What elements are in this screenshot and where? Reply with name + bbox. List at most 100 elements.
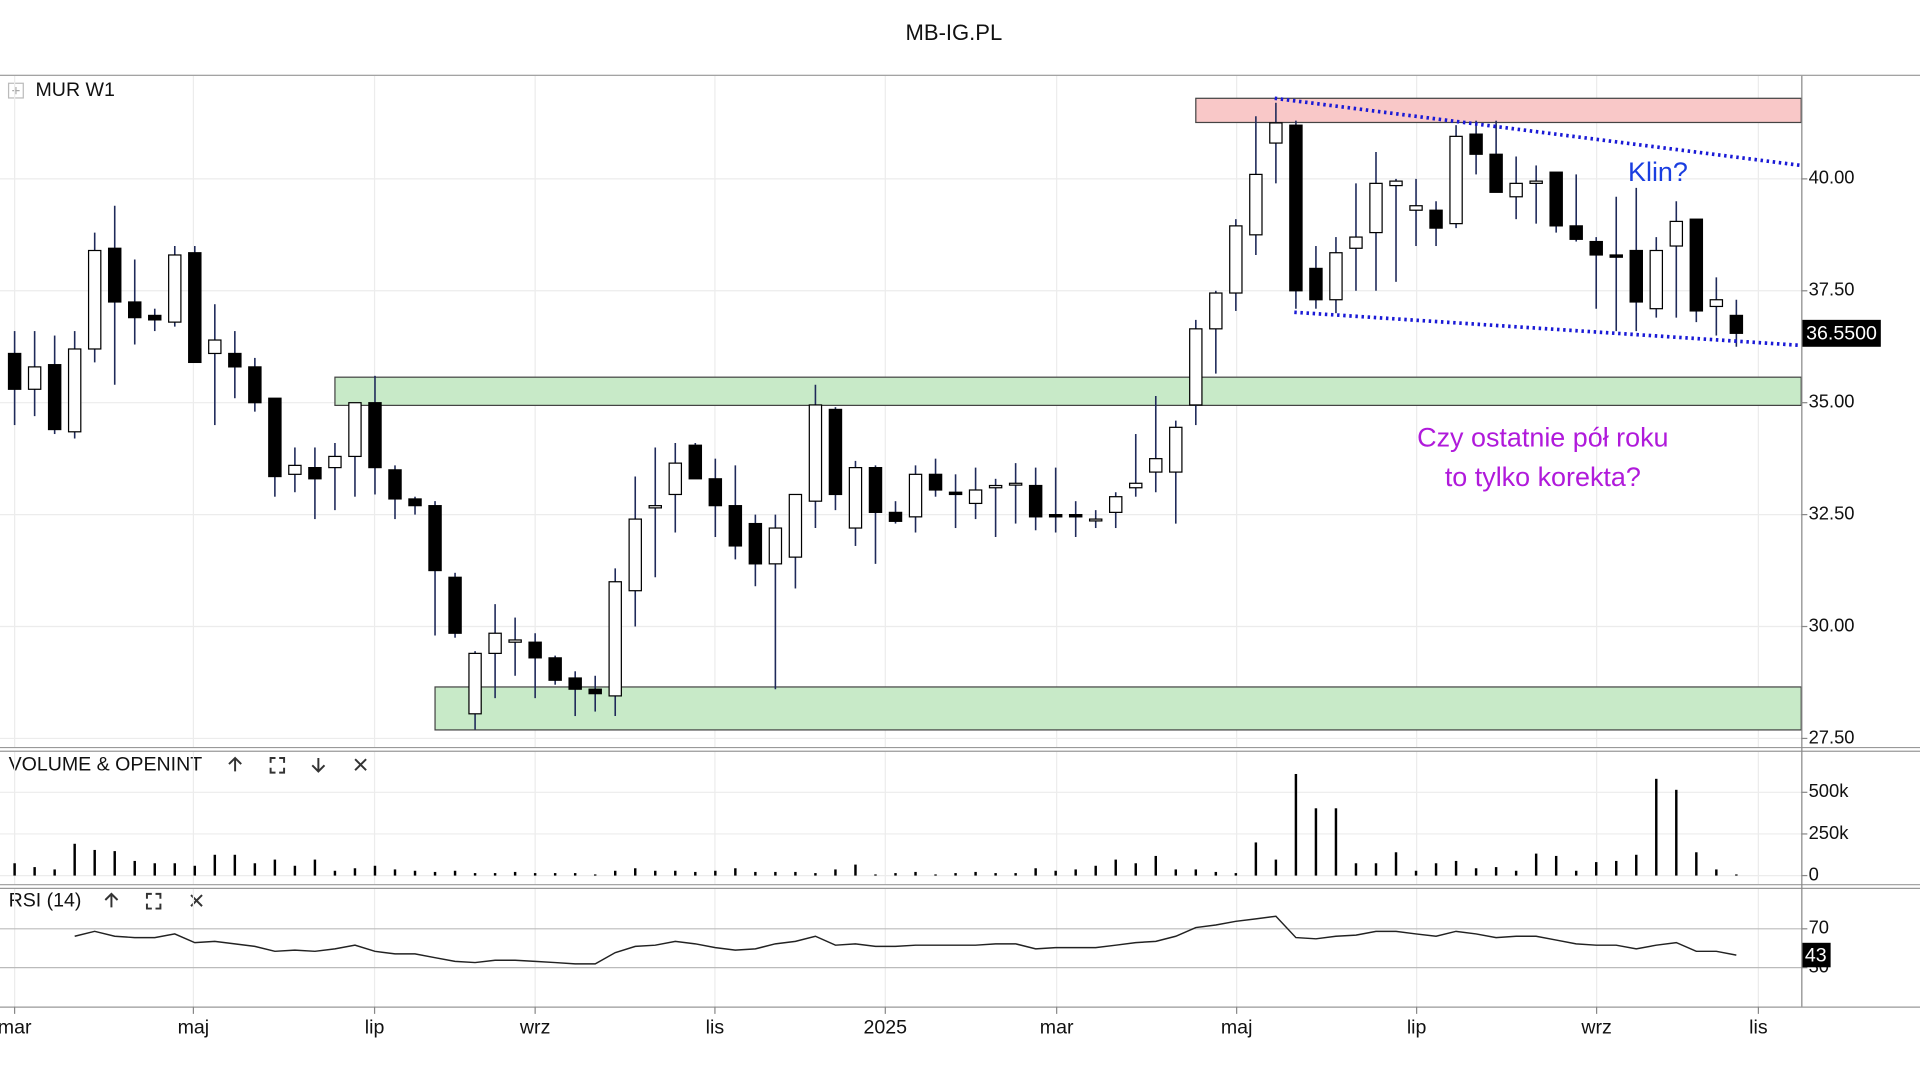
candle-body <box>668 462 683 496</box>
volume-bar <box>593 874 597 876</box>
candle-body <box>1429 209 1443 229</box>
candle-body <box>208 339 222 355</box>
candle-body <box>1469 133 1483 155</box>
annotation: to tylko korekta? <box>1445 462 1641 492</box>
rsi-last-label: 43 <box>1805 944 1827 966</box>
volume-bar <box>1454 860 1458 876</box>
volume-bar <box>273 859 277 876</box>
volume-title: VOLUME & OPENINT <box>9 753 203 775</box>
volume-bar <box>473 873 477 876</box>
volume-bar <box>1054 870 1057 876</box>
y-tick-label: 37.50 <box>1809 279 1855 300</box>
y-tick-label: 250k <box>1809 822 1850 843</box>
grid <box>0 75 1802 1007</box>
expand-icon[interactable] <box>7 82 24 99</box>
candle-body <box>1549 171 1563 227</box>
volume-bar <box>1254 842 1258 876</box>
candle-body <box>288 464 302 475</box>
volume-bar <box>1534 853 1538 876</box>
close-icon[interactable] <box>190 894 203 907</box>
candle-body <box>1529 180 1543 184</box>
maximize-icon[interactable] <box>145 892 162 910</box>
volume-bar <box>1014 873 1017 876</box>
volume-bar <box>1735 874 1738 876</box>
candle-body <box>1349 236 1363 249</box>
candle-body <box>828 408 843 496</box>
symbol-label: MUR W1 <box>36 79 115 101</box>
candle-body <box>748 522 763 565</box>
volume-bar <box>1114 859 1117 876</box>
candle-body <box>928 473 943 491</box>
candle-body <box>248 366 262 404</box>
volume-bar <box>1234 873 1238 876</box>
candle-body <box>848 466 863 529</box>
candle-body <box>168 254 182 323</box>
y-tick-label: 32.50 <box>1809 502 1855 523</box>
candle-body <box>1689 218 1704 312</box>
maximize-icon[interactable] <box>269 756 286 774</box>
volume-bar <box>734 868 737 876</box>
volume-bar <box>1474 868 1478 876</box>
volume-bar <box>1274 859 1278 876</box>
volume-bar <box>1094 865 1097 876</box>
candle-body <box>1209 292 1223 330</box>
candle-body <box>1008 482 1023 486</box>
volume-bar <box>914 871 917 876</box>
volume-bar <box>353 868 357 876</box>
candle-body <box>1369 182 1383 234</box>
candle-body <box>408 498 422 507</box>
candle-body <box>468 652 482 715</box>
move-down-icon[interactable] <box>311 757 326 773</box>
rsi-toolbar <box>104 892 203 910</box>
candle-body <box>708 478 723 507</box>
volume-bar <box>133 860 136 876</box>
y-tick-label: 35.00 <box>1809 391 1855 412</box>
x-tick-label: lip <box>1407 1017 1427 1039</box>
volume-bar <box>974 871 977 876</box>
move-up-icon[interactable] <box>104 892 119 908</box>
x-tick-label: mar <box>0 1017 32 1039</box>
volume-bar <box>1655 778 1658 876</box>
move-up-icon[interactable] <box>228 756 242 772</box>
candle-body <box>1409 205 1423 211</box>
volume-bar <box>613 870 617 876</box>
y-tick-label: 70 <box>1809 917 1829 938</box>
volume-bar <box>1134 863 1137 876</box>
volume-bar <box>1074 869 1077 876</box>
close-icon[interactable] <box>354 758 367 771</box>
trendline <box>1294 310 1802 348</box>
candle-body <box>988 484 1003 489</box>
volume-bar <box>754 871 757 876</box>
volume-bar <box>1494 867 1498 876</box>
candle-body <box>328 455 342 469</box>
volume-toolbar <box>228 756 367 774</box>
chart-title: MB-IG.PL <box>906 20 1003 45</box>
candle-body <box>728 505 743 547</box>
candle-body <box>268 397 282 478</box>
volume-bar <box>1214 871 1218 876</box>
volume-bar <box>453 870 457 876</box>
volume-bar <box>73 843 76 876</box>
y-tick-label: 30.00 <box>1809 614 1855 635</box>
x-tick-label: lis <box>706 1017 725 1039</box>
candle-body <box>388 469 402 500</box>
candle-body <box>1509 182 1523 198</box>
candle-body <box>1068 513 1083 518</box>
candle-body <box>1309 267 1323 301</box>
candle-body <box>228 352 242 368</box>
x-tick-label: wrz <box>519 1017 550 1039</box>
candle-body <box>1169 426 1183 473</box>
volume-bar <box>1414 870 1418 876</box>
x-tick-label: maj <box>178 1017 210 1039</box>
candle-body <box>688 444 703 480</box>
volume-bar <box>173 863 177 876</box>
volume-bar <box>1574 870 1578 876</box>
price-zone <box>434 686 1802 731</box>
candle-body <box>1709 299 1724 308</box>
volume-bar <box>213 854 217 876</box>
candle-body <box>888 511 903 522</box>
volume-bar <box>93 849 96 876</box>
annotation: Klin? <box>1628 157 1688 187</box>
candle-body <box>788 493 803 558</box>
